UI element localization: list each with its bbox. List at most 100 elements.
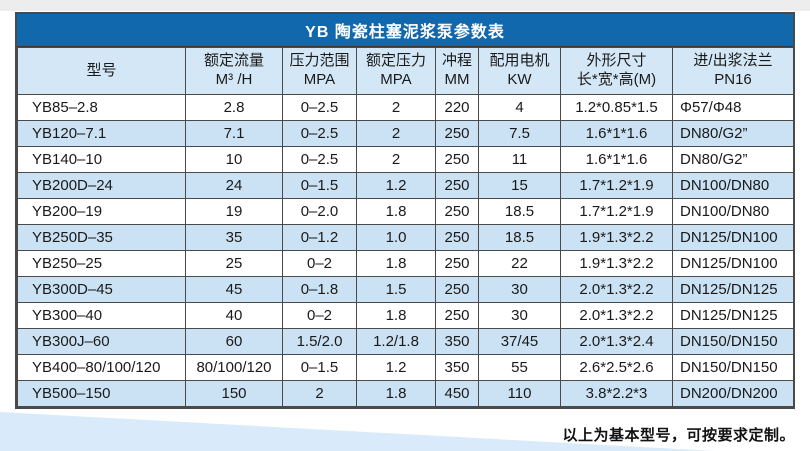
cell-motor-power: 55 — [478, 354, 561, 381]
cell-rated-flow: 35 — [185, 224, 283, 251]
cell-model: YB85–2.8 — [17, 94, 186, 121]
cell-stroke: 350 — [435, 328, 479, 355]
cell-rated-flow: 7.1 — [185, 120, 283, 147]
table-row: YB250–25 25 0–2 1.8 250 22 1.9*1.3*2.2 DN125/DN… — [17, 250, 794, 277]
cell-rated-pressure: 1.5 — [356, 276, 436, 303]
cell-dimensions: 1.9*1.3*2.2 — [560, 250, 673, 277]
cell-pressure-range: 0–1.8 — [282, 276, 357, 303]
cell-dimensions: 2.0*1.3*2.4 — [560, 328, 673, 355]
cell-stroke: 250 — [435, 198, 479, 225]
cell-flange: DN150/DN150 — [672, 354, 794, 381]
cell-motor-power: 18.5 — [478, 224, 561, 251]
cell-rated-pressure: 1.2 — [356, 354, 436, 381]
table-row: YB200D–24 24 0–1.5 1.2 250 15 1.7*1.2*1.9 DN100… — [17, 172, 794, 199]
header-rated-pressure: 额定压力 MPA — [356, 47, 436, 95]
table-row: YB300–40 40 0–2 1.8 250 30 2.0*1.3*2.2 DN125/DN… — [17, 302, 794, 329]
cell-motor-power: 30 — [478, 302, 561, 329]
cell-stroke: 250 — [435, 302, 479, 329]
cell-rated-flow: 25 — [185, 250, 283, 277]
cell-flange: DN125/DN125 — [672, 302, 794, 329]
cell-model: YB400–80/100/120 — [17, 354, 186, 381]
cell-rated-flow: 45 — [185, 276, 283, 303]
top-gray-strip — [0, 0, 810, 11]
cell-dimensions: 2.0*1.3*2.2 — [560, 302, 673, 329]
footer-note: 以上为基本型号，可按要求定制。 — [562, 427, 795, 444]
cell-pressure-range: 0–1.5 — [282, 172, 357, 199]
cell-flange: DN200/DN200 — [672, 380, 794, 407]
cell-pressure-range: 0–2 — [282, 250, 357, 277]
cell-rated-pressure: 2 — [356, 120, 436, 147]
header-row: 型号 额定流量 M³ /H 压力范围 MPA 额定压力 MPA 冲程 MM — [17, 47, 794, 95]
cell-rated-pressure: 1.0 — [356, 224, 436, 251]
cell-dimensions: 1.7*1.2*1.9 — [560, 172, 673, 199]
cell-dimensions: 1.6*1*1.6 — [560, 120, 673, 147]
cell-dimensions: 1.2*0.85*1.5 — [560, 94, 673, 121]
pump-spec-table: 型号 额定流量 M³ /H 压力范围 MPA 额定压力 MPA 冲程 MM — [17, 47, 794, 407]
table-row: YB300J–60 60 1.5/2.0 1.2/1.8 350 37/45 2.0*1.3… — [17, 328, 794, 355]
cell-rated-pressure: 1.8 — [356, 380, 436, 407]
header-stroke: 冲程 MM — [435, 47, 479, 95]
table-row: YB120–7.1 7.1 0–2.5 2 250 7.5 1.6*1*1.6 DN80/G2… — [17, 120, 794, 147]
cell-stroke: 250 — [435, 172, 479, 199]
table-row: YB140–10 10 0–2.5 2 250 11 1.6*1*1.6 DN80/G2” — [17, 146, 794, 173]
cell-rated-flow: 10 — [185, 146, 283, 173]
cell-model: YB300–40 — [17, 302, 186, 329]
cell-flange: DN80/G2” — [672, 120, 794, 147]
table-header: 型号 额定流量 M³ /H 压力范围 MPA 额定压力 MPA 冲程 MM — [17, 47, 794, 95]
header-dimensions: 外形尺寸 长*宽*高(M) — [560, 47, 673, 95]
cell-rated-flow: 150 — [185, 380, 283, 407]
header-pressure-range: 压力范围 MPA — [282, 47, 357, 95]
cell-rated-flow: 40 — [185, 302, 283, 329]
header-flange: 进/出浆法兰 PN16 — [672, 47, 794, 95]
cell-rated-pressure: 2 — [356, 146, 436, 173]
cell-pressure-range: 0–2.5 — [282, 146, 357, 173]
cell-dimensions: 2.0*1.3*2.2 — [560, 276, 673, 303]
cell-rated-pressure: 1.8 — [356, 250, 436, 277]
cell-stroke: 350 — [435, 354, 479, 381]
cell-model: YB250–25 — [17, 250, 186, 277]
cell-pressure-range: 0–2.5 — [282, 120, 357, 147]
cell-stroke: 250 — [435, 250, 479, 277]
cell-rated-pressure: 1.2/1.8 — [356, 328, 436, 355]
cell-pressure-range: 0–2.5 — [282, 94, 357, 121]
cell-motor-power: 11 — [478, 146, 561, 173]
cell-stroke: 220 — [435, 94, 479, 121]
cell-model: YB200–19 — [17, 198, 186, 225]
cell-dimensions: 2.6*2.5*2.6 — [560, 354, 673, 381]
cell-motor-power: 22 — [478, 250, 561, 277]
cell-flange: Φ57/Φ48 — [672, 94, 794, 121]
cell-motor-power: 37/45 — [478, 328, 561, 355]
cell-motor-power: 4 — [478, 94, 561, 121]
cell-model: YB300J–60 — [17, 328, 186, 355]
header-rated-flow: 额定流量 M³ /H — [185, 47, 283, 95]
table-row: YB85–2.8 2.8 0–2.5 2 220 4 1.2*0.85*1.5 Φ57/Φ48 — [17, 94, 794, 121]
cell-motor-power: 110 — [478, 380, 561, 407]
table-row: YB500–150 150 2 1.8 450 110 3.8*2.2*3 DN200/DN2… — [17, 380, 794, 407]
table-row: YB400–80/100/120 80/100/120 0–1.5 1.2 350 55 2… — [17, 354, 794, 381]
cell-rated-flow: 19 — [185, 198, 283, 225]
cell-model: YB200D–24 — [17, 172, 186, 199]
cell-rated-flow: 80/100/120 — [185, 354, 283, 381]
cell-model: YB500–150 — [17, 380, 186, 407]
cell-model: YB140–10 — [17, 146, 186, 173]
cell-dimensions: 1.7*1.2*1.9 — [560, 198, 673, 225]
cell-flange: DN125/DN125 — [672, 276, 794, 303]
cell-flange: DN125/DN100 — [672, 250, 794, 277]
cell-flange: DN125/DN100 — [672, 224, 794, 251]
cell-model: YB300D–45 — [17, 276, 186, 303]
cell-pressure-range: 2 — [282, 380, 357, 407]
cell-rated-flow: 2.8 — [185, 94, 283, 121]
cell-flange: DN150/DN150 — [672, 328, 794, 355]
cell-model: YB250D–35 — [17, 224, 186, 251]
cell-model: YB120–7.1 — [17, 120, 186, 147]
cell-rated-pressure: 1.8 — [356, 198, 436, 225]
pump-spec-table-panel: YB 陶瓷柱塞泥浆泵参数表 型号 额定流量 M³ /H 压力范围 MPA 额定压… — [15, 12, 795, 409]
cell-pressure-range: 0–1.5 — [282, 354, 357, 381]
cell-rated-pressure: 2 — [356, 94, 436, 121]
table-title: YB 陶瓷柱塞泥浆泵参数表 — [17, 14, 793, 47]
cell-stroke: 450 — [435, 380, 479, 407]
cell-stroke: 250 — [435, 276, 479, 303]
cell-pressure-range: 0–2 — [282, 302, 357, 329]
cell-stroke: 250 — [435, 146, 479, 173]
cell-stroke: 250 — [435, 224, 479, 251]
